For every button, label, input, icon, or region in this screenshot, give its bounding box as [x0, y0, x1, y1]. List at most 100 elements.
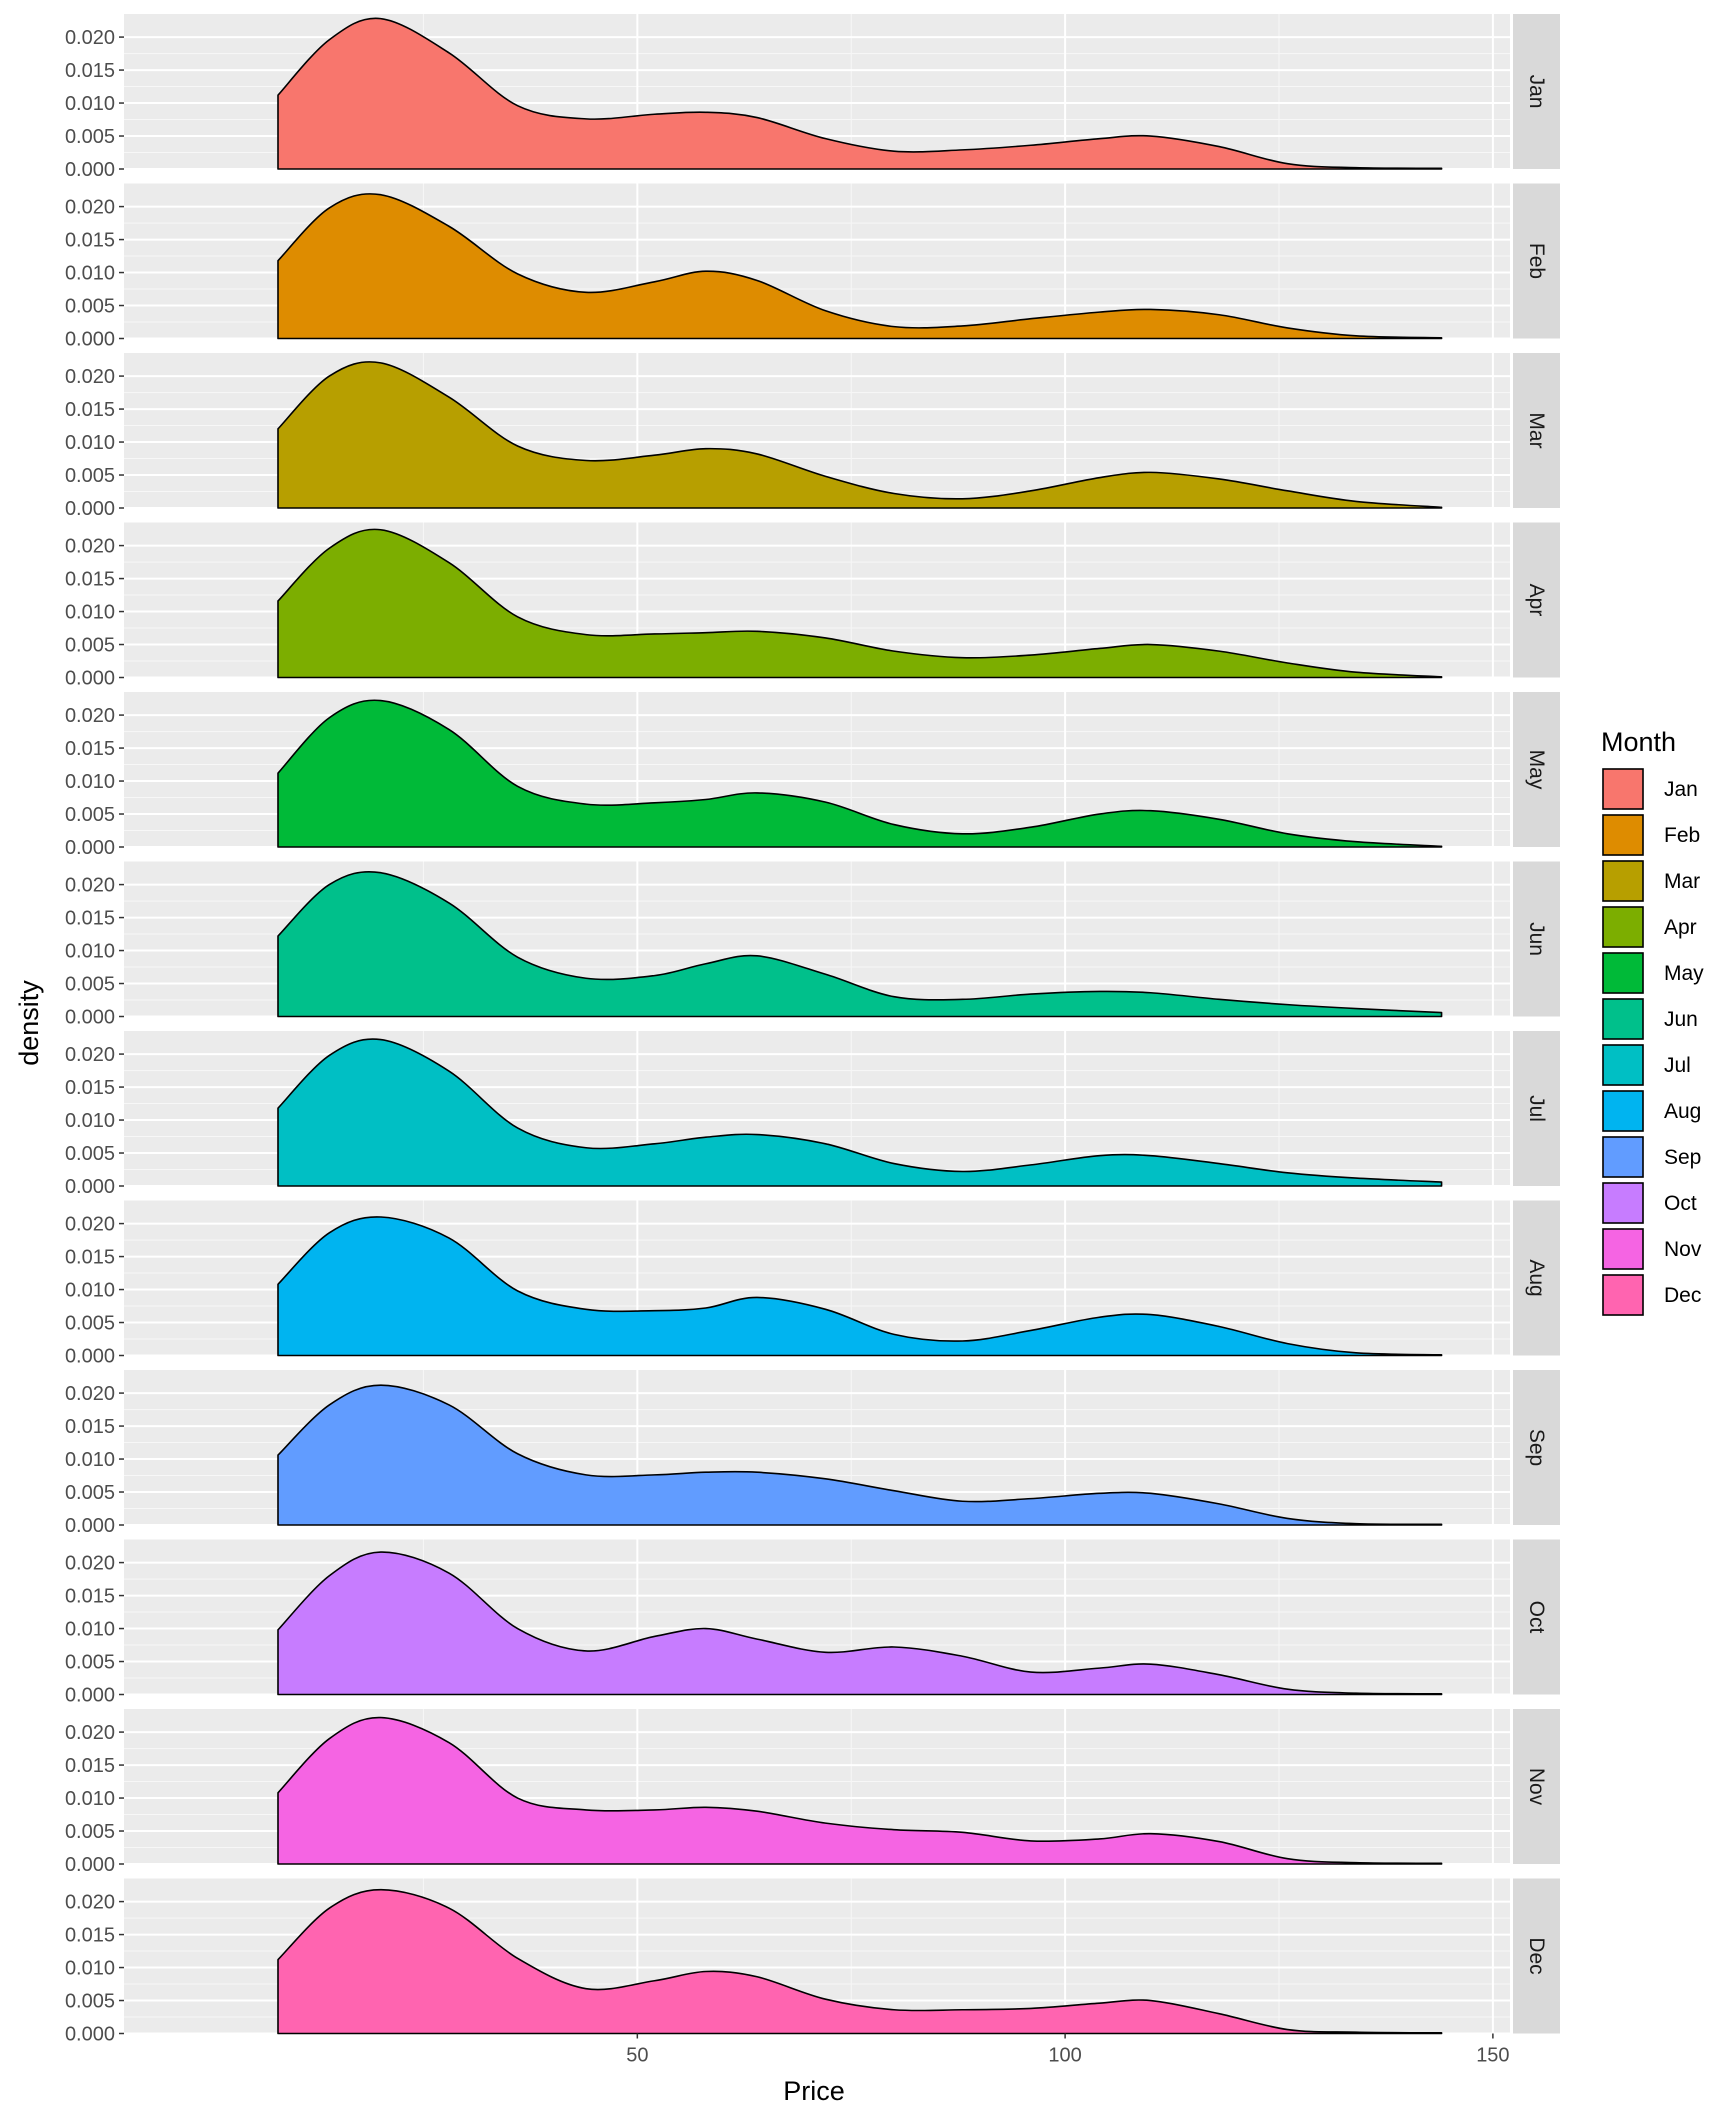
panel-sep: 0.000 0.005 0.010 0.015 0.020 Sep [65, 1370, 1560, 1537]
facet-strip [1513, 353, 1560, 508]
facet-strip-label: Jun [1525, 922, 1548, 956]
y-tick-label: 0.000 [65, 159, 115, 181]
y-tick-label: 0.020 [65, 1722, 115, 1744]
y-tick-label: 0.005 [65, 1482, 115, 1504]
density-area-apr [277, 528, 1443, 679]
y-tick-label: 0.020 [65, 1044, 115, 1066]
legend-item-aug: Aug [1602, 1090, 1701, 1132]
facet-strip-label: Nov [1525, 1768, 1548, 1806]
legend-key-nov [1602, 1228, 1644, 1270]
facet-strip [1513, 1878, 1560, 2034]
legend-item-nov: Nov [1602, 1228, 1702, 1270]
facet-strip [1513, 1370, 1560, 1525]
x-axis: 50 100 150 [626, 2033, 1510, 2067]
x-axis-title: Price [783, 2076, 845, 2106]
legend-item-jan: Jan [1602, 768, 1698, 810]
legend-item-may: May [1602, 952, 1704, 994]
y-tick-label: 0.010 [65, 1110, 115, 1132]
y-tick-label: 0.015 [65, 60, 115, 82]
panel-jun: 0.000 0.005 0.010 0.015 0.020 Jun [65, 861, 1560, 1029]
legend-key-feb [1602, 814, 1644, 856]
facet-strip-label: Feb [1525, 243, 1548, 279]
y-tick-label: 0.010 [65, 1280, 115, 1302]
legend-key-jun [1602, 998, 1644, 1040]
y-tick-label: 0.005 [65, 1991, 115, 2013]
y-tick-label: 0.000 [65, 668, 115, 690]
y-tick-label: 0.020 [65, 1383, 115, 1405]
y-tick-label: 0.000 [65, 1176, 115, 1198]
legend: Month Jan Feb Mar Apr May Jun Jul Aug Sep Oct Nov D… [1601, 727, 1704, 1316]
panel-jan: 0.000 0.005 0.010 0.015 0.020 Jan [65, 14, 1560, 181]
facet-strip-label: Oct [1525, 1601, 1548, 1634]
panel-may: 0.000 0.005 0.010 0.015 0.020 May [65, 692, 1560, 859]
y-tick-label: 0.005 [65, 465, 115, 487]
legend-item-mar: Mar [1602, 860, 1700, 902]
panel-nov: 0.000 0.005 0.010 0.015 0.020 Nov [65, 1709, 1560, 1876]
y-tick-label: 0.000 [65, 1685, 115, 1707]
y-tick-label: 0.000 [65, 329, 115, 351]
legend-key-mar [1602, 860, 1644, 902]
y-tick-label: 0.005 [65, 296, 115, 318]
legend-item-oct: Oct [1602, 1182, 1697, 1224]
y-tick-label: 0.020 [65, 875, 115, 897]
y-tick-label: 0.000 [65, 837, 115, 859]
y-tick-label: 0.010 [65, 432, 115, 454]
y-tick-label: 0.000 [65, 1007, 115, 1029]
legend-label: Apr [1664, 916, 1697, 939]
y-tick-label: 0.020 [65, 197, 115, 219]
density-area-jul [277, 1038, 1443, 1187]
legend-key-jul [1602, 1044, 1644, 1086]
y-tick-label: 0.015 [65, 1247, 115, 1269]
y-tick-label: 0.015 [65, 1586, 115, 1608]
x-tick-label: 50 [626, 2045, 648, 2067]
y-tick-label: 0.010 [65, 1619, 115, 1641]
facet-strip-label: Aug [1525, 1259, 1548, 1296]
y-tick-label: 0.015 [65, 399, 115, 421]
legend-label: Jan [1664, 778, 1698, 801]
legend-key-dec [1602, 1274, 1644, 1316]
density-area-aug [277, 1216, 1443, 1357]
facet-strip [1513, 861, 1560, 1017]
legend-key-sep [1602, 1136, 1644, 1178]
density-area-mar [277, 361, 1443, 509]
y-tick-label: 0.020 [65, 1553, 115, 1575]
facet-strip [1513, 1539, 1560, 1695]
facet-strip [1513, 1031, 1560, 1186]
y-tick-label: 0.010 [65, 941, 115, 963]
y-tick-label: 0.015 [65, 738, 115, 760]
legend-item-jun: Jun [1602, 998, 1698, 1040]
y-tick-label: 0.015 [65, 569, 115, 591]
y-tick-label: 0.015 [65, 230, 115, 252]
legend-key-may [1602, 952, 1644, 994]
y-tick-label: 0.015 [65, 1755, 115, 1777]
facet-strip-label: Apr [1525, 584, 1548, 617]
legend-key-aug [1602, 1090, 1644, 1132]
panel-feb: 0.000 0.005 0.010 0.015 0.020 Feb [65, 183, 1560, 351]
y-tick-label: 0.005 [65, 635, 115, 657]
y-tick-label: 0.005 [65, 804, 115, 826]
density-area-dec [277, 1888, 1443, 2035]
density-area-sep [277, 1384, 1443, 1526]
density-area-may [277, 699, 1443, 848]
y-tick-label: 0.020 [65, 1892, 115, 1914]
panel-mar: 0.000 0.005 0.010 0.015 0.020 Mar [65, 353, 1560, 520]
y-tick-label: 0.000 [65, 1346, 115, 1368]
density-area-feb [277, 193, 1443, 340]
y-tick-label: 0.010 [65, 1788, 115, 1810]
legend-item-jul: Jul [1602, 1044, 1691, 1086]
y-tick-label: 0.010 [65, 263, 115, 285]
legend-item-sep: Sep [1602, 1136, 1701, 1178]
panel-aug: 0.000 0.005 0.010 0.015 0.020 Aug [65, 1200, 1560, 1368]
y-tick-label: 0.020 [65, 705, 115, 727]
legend-item-feb: Feb [1602, 814, 1700, 856]
y-tick-label: 0.005 [65, 1652, 115, 1674]
y-tick-label: 0.000 [65, 2024, 115, 2046]
legend-key-oct [1602, 1182, 1644, 1224]
y-tick-label: 0.020 [65, 27, 115, 49]
facet-strip-label: Dec [1525, 1937, 1548, 1974]
legend-label: Feb [1664, 824, 1700, 847]
y-tick-label: 0.015 [65, 1925, 115, 1947]
density-area-jan [277, 17, 1443, 170]
facet-strip-label: Jul [1525, 1095, 1548, 1122]
